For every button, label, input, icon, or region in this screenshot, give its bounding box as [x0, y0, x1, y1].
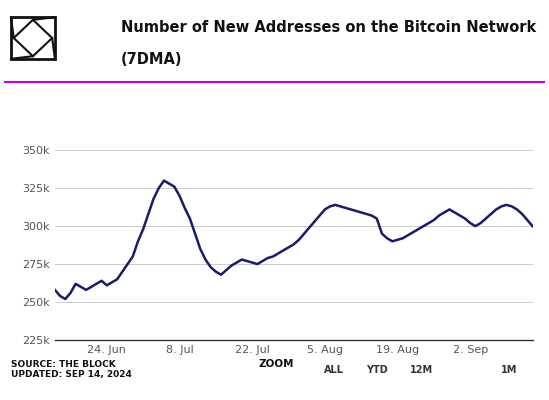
- Text: 12M: 12M: [410, 365, 433, 375]
- Text: YTD: YTD: [367, 365, 388, 375]
- Text: ALL: ALL: [323, 365, 344, 375]
- Text: (7DMA): (7DMA): [121, 52, 182, 67]
- Text: Number of New Addresses on the Bitcoin Network: Number of New Addresses on the Bitcoin N…: [121, 20, 536, 35]
- Text: 3M: 3M: [457, 365, 473, 375]
- Text: ZOOM: ZOOM: [258, 359, 294, 369]
- Text: SOURCE: THE BLOCK
UPDATED: SEP 14, 2024: SOURCE: THE BLOCK UPDATED: SEP 14, 2024: [11, 360, 132, 379]
- Text: 1M: 1M: [501, 365, 517, 375]
